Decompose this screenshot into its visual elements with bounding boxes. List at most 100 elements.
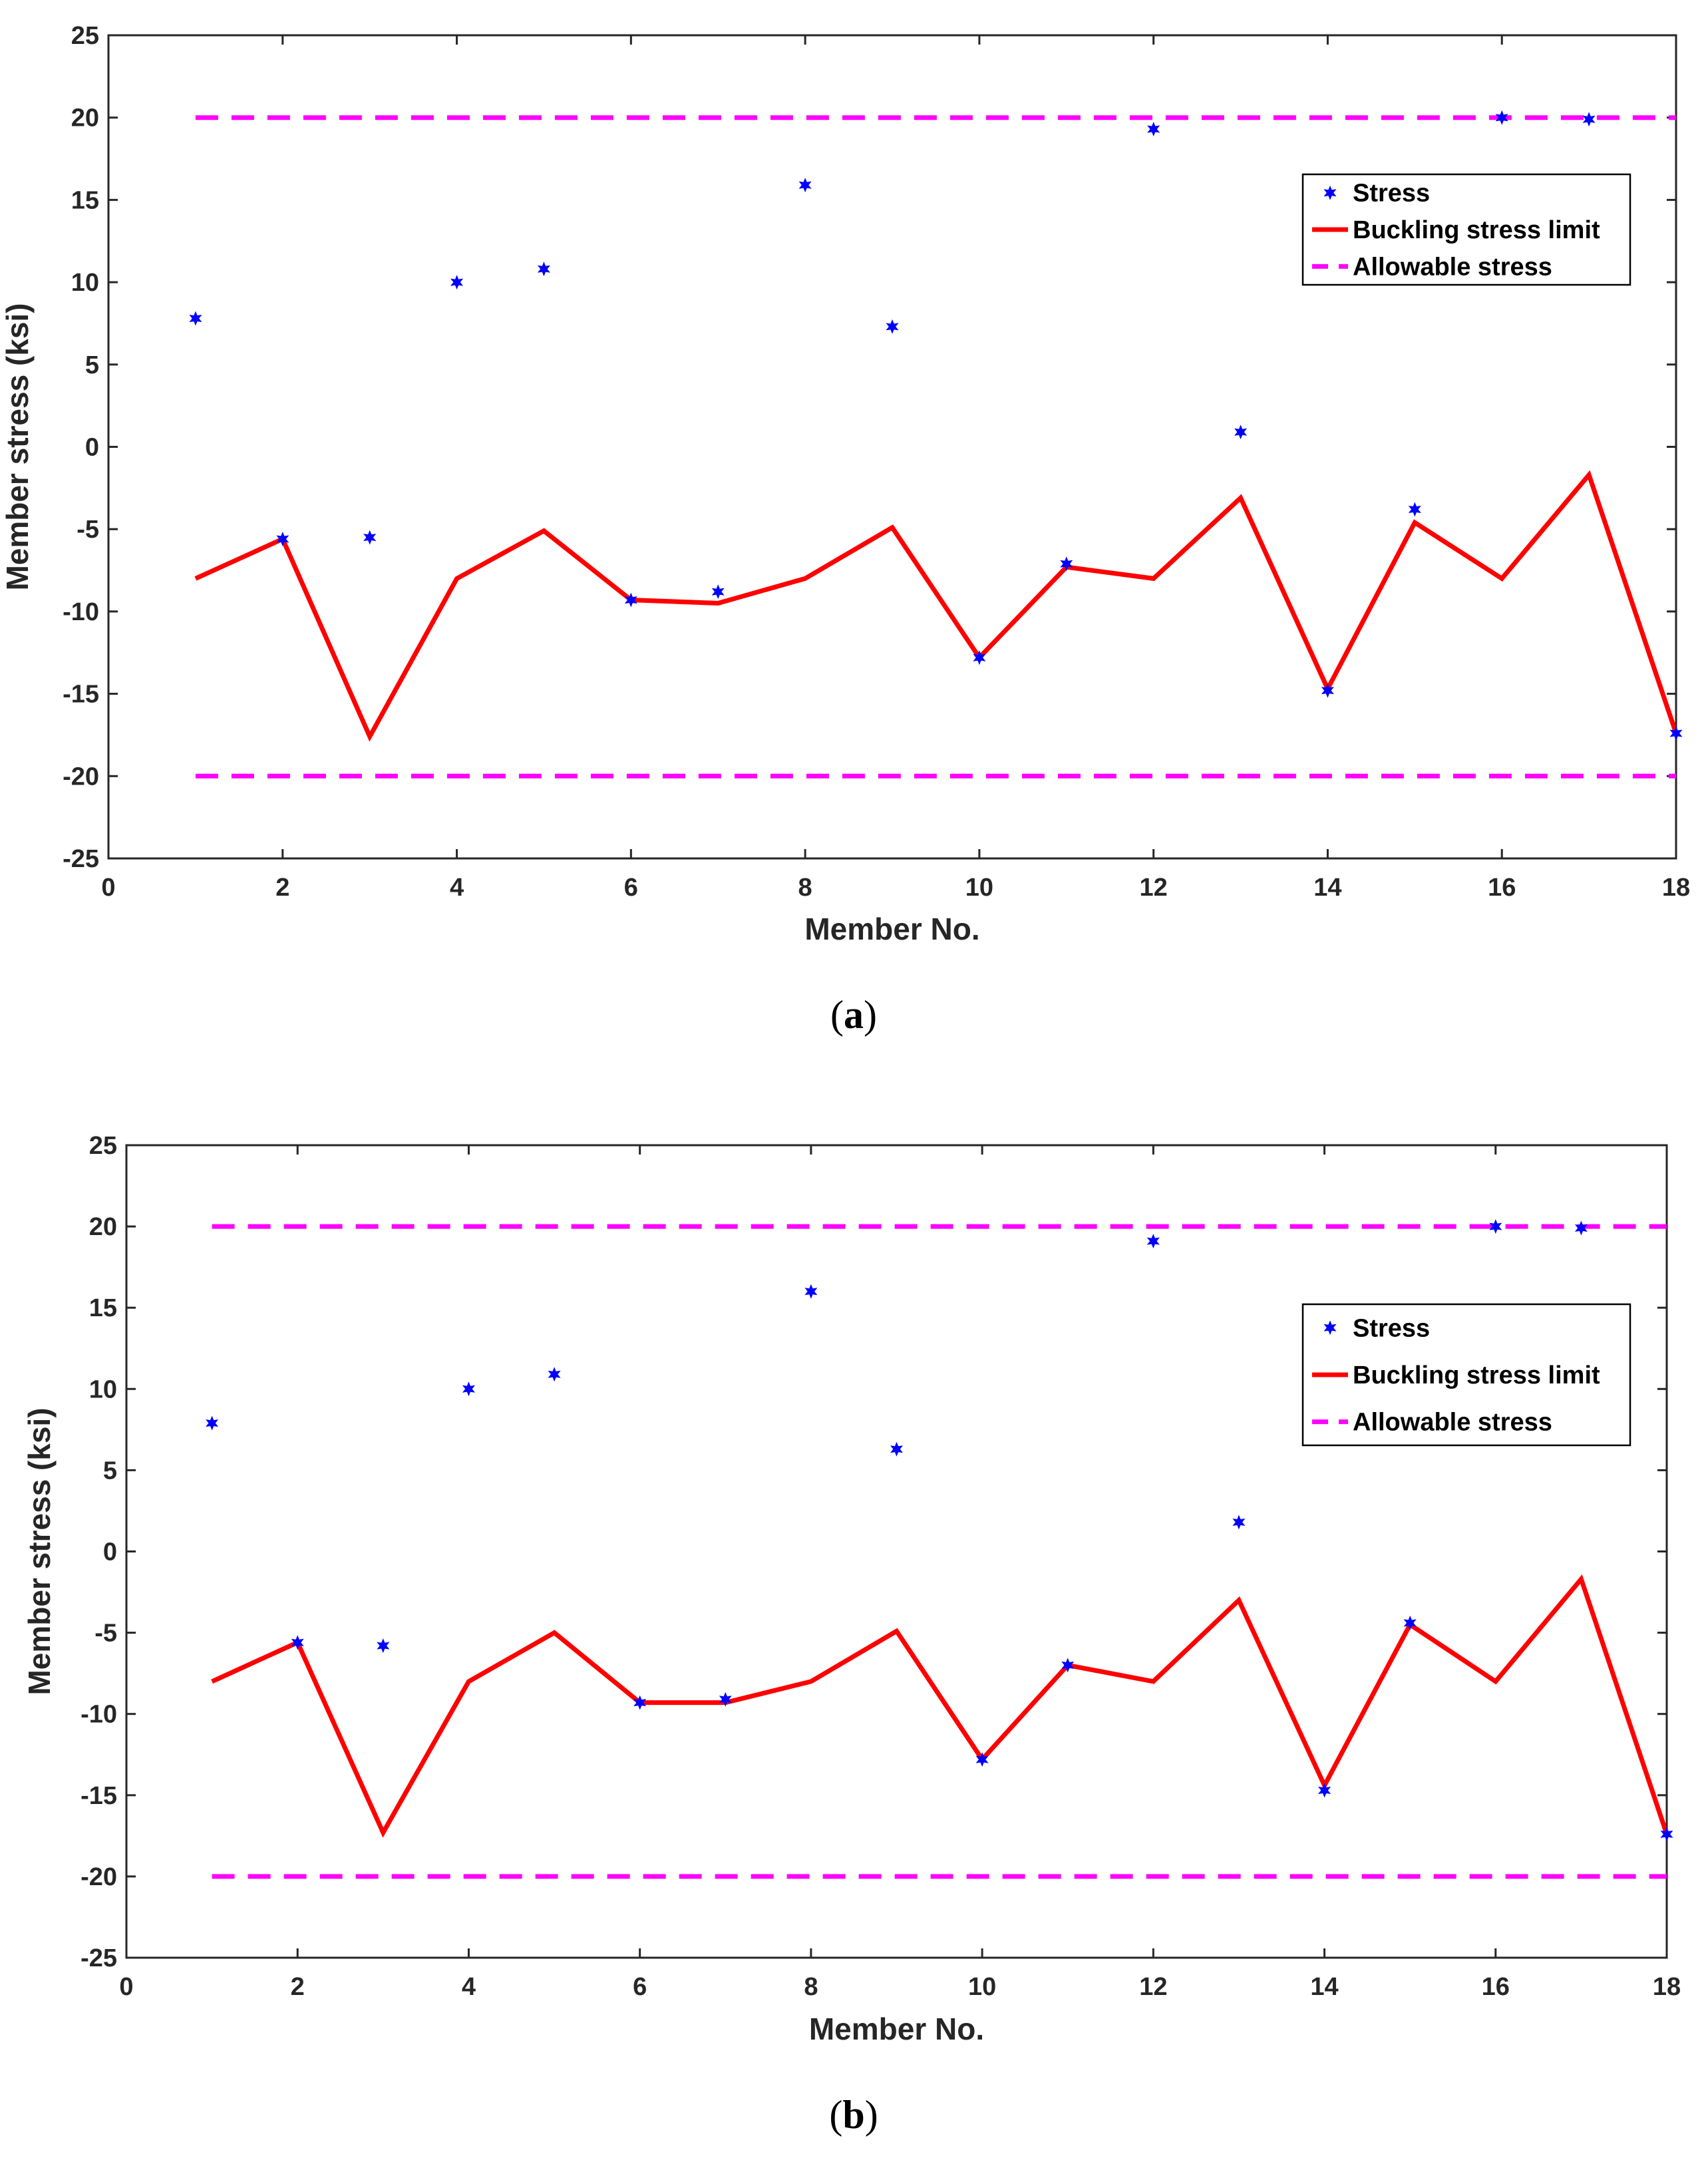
caption-a-open: (: [830, 993, 844, 1037]
y-tick-label: 25: [71, 22, 99, 50]
stress-point: [1146, 1234, 1160, 1249]
stress-point: [1495, 110, 1508, 125]
y-tick-label: 5: [85, 351, 99, 379]
stress-point: [804, 1284, 818, 1299]
caption-a: (a): [830, 993, 877, 1037]
x-tick-label: 18: [1662, 874, 1690, 902]
y-tick-label: -25: [81, 1944, 117, 1972]
x-tick-label: 16: [1482, 1973, 1510, 2001]
x-tick-label: 4: [462, 1973, 476, 2001]
x-tick-label: 10: [965, 874, 993, 902]
stress-point: [1408, 502, 1421, 517]
legend: Stress Buckling stress limit Allowable str…: [1301, 173, 1631, 286]
stress-point: [548, 1367, 561, 1382]
x-tick-label: 0: [119, 1973, 133, 2001]
stress-point: [206, 1415, 219, 1431]
x-axis-label: Member No.: [804, 912, 979, 946]
stress-point: [1321, 683, 1334, 698]
stress-point: [1234, 425, 1248, 440]
caption-b-close: ): [865, 2093, 878, 2137]
x-tick-label: 10: [968, 1973, 996, 2001]
y-tick-label: 10: [71, 269, 99, 297]
stress-point: [1574, 1220, 1588, 1236]
y-tick-label: 15: [71, 186, 99, 214]
y-tick-label: 10: [89, 1375, 117, 1403]
stress-point: [633, 1695, 647, 1710]
stress-point: [291, 1635, 304, 1650]
caption-a-letter: a: [844, 993, 864, 1037]
stress-point: [624, 592, 637, 608]
legend-label-buckling: Buckling stress limit: [1353, 1361, 1600, 1389]
stress-point: [276, 532, 289, 546]
stress-point: [1489, 1219, 1502, 1234]
x-tick-label: 18: [1653, 1973, 1681, 2001]
x-tick-label: 8: [804, 1973, 818, 2001]
y-tick-label: -5: [77, 516, 99, 544]
caption-a-close: ): [864, 993, 877, 1037]
stress-point: [719, 1692, 732, 1707]
chart-panel-a: 0 2 4 6 8 10 12 14 16 18 25 20 15 10 5 0 -5 -10 -15 -20 -25 M…: [0, 22, 1690, 946]
x-tick-label: 8: [798, 874, 812, 902]
stress-point: [537, 262, 550, 277]
legend-label-allowable: Allowable stress: [1353, 1409, 1552, 1437]
caption-b: (b): [829, 2093, 878, 2137]
legend: Stress Buckling stress limit Allowable str…: [1301, 1303, 1631, 1447]
stress-point: [450, 275, 464, 290]
y-tick-label: -15: [63, 681, 99, 709]
y-tick-label: 20: [71, 104, 99, 132]
legend-stress-symbol: [1323, 185, 1337, 200]
x-tick-label: 12: [1139, 1973, 1167, 2001]
y-tick-label: 25: [89, 1132, 117, 1160]
stress-point: [1669, 726, 1683, 741]
legend-label-allowable: Allowable stress: [1353, 253, 1552, 281]
legend-stress-symbol: [1323, 1320, 1337, 1336]
stress-point: [1318, 1783, 1331, 1798]
y-tick-label: -10: [81, 1701, 117, 1729]
stress-point: [1232, 1515, 1246, 1530]
stress-point: [798, 178, 812, 193]
y-tick-label: 5: [103, 1457, 117, 1485]
stress-point: [1061, 1658, 1075, 1673]
chart-panel-b: 0 2 4 6 8 10 12 14 16 18 25 20 15 10 5 0 -5 -10 -15 -20 -25 M…: [22, 1132, 1681, 2046]
y-tick-label: -20: [63, 763, 99, 791]
x-tick-label: 6: [633, 1973, 647, 2001]
y-tick-label: -25: [63, 845, 99, 873]
buckling-stress-limit-line: [211, 1574, 1669, 1838]
stress-point: [1582, 112, 1596, 127]
x-axis-label: Member No.: [809, 2012, 984, 2046]
stress-point: [1147, 122, 1160, 136]
stress-point: [189, 311, 202, 326]
stress-point: [711, 584, 725, 600]
stress-point: [1060, 556, 1073, 572]
stress-point: [363, 530, 377, 545]
x-tick-label: 2: [275, 874, 289, 902]
x-tick-label: 0: [101, 874, 115, 902]
x-tick-label: 4: [450, 874, 464, 902]
y-tick-label: 20: [89, 1213, 117, 1241]
stress-point: [975, 1752, 989, 1767]
caption-b-open: (: [829, 2093, 842, 2137]
legend-box: [1301, 173, 1631, 286]
stress-point: [462, 1381, 475, 1397]
y-axis-label: Member stress (ksi): [0, 303, 35, 590]
x-tick-label: 14: [1310, 1973, 1338, 2001]
y-tick-label: 15: [89, 1294, 117, 1322]
stress-point: [1403, 1615, 1417, 1630]
y-tick-label: 0: [85, 434, 99, 462]
y-tick-label: -20: [81, 1863, 117, 1891]
legend-label-buckling: Buckling stress limit: [1353, 216, 1600, 244]
caption-b-letter: b: [842, 2093, 864, 2137]
x-tick-label: 12: [1140, 874, 1168, 902]
legend-label-stress: Stress: [1353, 180, 1430, 208]
y-tick-label: -10: [63, 598, 99, 626]
buckling-stress-limit-line: [194, 470, 1679, 742]
y-tick-label: -5: [94, 1620, 117, 1648]
legend-label-stress: Stress: [1353, 1314, 1430, 1342]
legend-box: [1301, 1303, 1631, 1447]
x-tick-label: 16: [1488, 874, 1516, 902]
y-tick-label: 0: [103, 1538, 117, 1566]
y-axis-label: Member stress (ksi): [22, 1407, 57, 1695]
stress-point: [1660, 1827, 1673, 1842]
